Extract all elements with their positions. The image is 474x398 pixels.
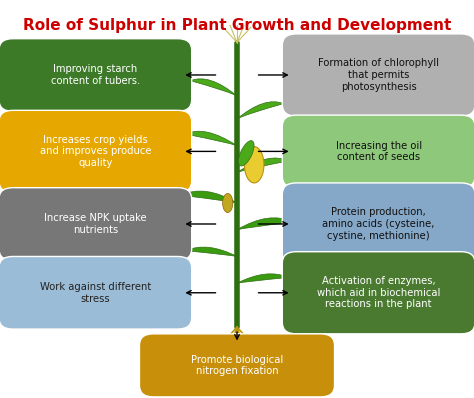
PathPatch shape <box>237 218 293 230</box>
PathPatch shape <box>237 102 283 119</box>
Text: Increases crop yields
and improves produce
quality: Increases crop yields and improves produ… <box>39 135 151 168</box>
Text: Increasing the oil
content of seeds: Increasing the oil content of seeds <box>336 140 422 162</box>
PathPatch shape <box>186 131 237 146</box>
PathPatch shape <box>237 158 288 172</box>
FancyBboxPatch shape <box>0 256 191 329</box>
FancyBboxPatch shape <box>139 334 335 397</box>
FancyBboxPatch shape <box>0 39 191 111</box>
Text: Improving starch
content of tubers.: Improving starch content of tubers. <box>51 64 140 86</box>
FancyBboxPatch shape <box>283 252 474 334</box>
Text: Activation of enzymes,
which aid in biochemical
reactions in the plant: Activation of enzymes, which aid in bioc… <box>317 276 440 309</box>
Text: Work against different
stress: Work against different stress <box>40 282 151 304</box>
Text: Promote biological
nitrogen fixation: Promote biological nitrogen fixation <box>191 355 283 376</box>
Text: Role of Sulphur in Plant Growth and Development: Role of Sulphur in Plant Growth and Deve… <box>23 18 451 33</box>
PathPatch shape <box>191 79 237 96</box>
PathPatch shape <box>237 274 288 283</box>
FancyBboxPatch shape <box>283 115 474 188</box>
PathPatch shape <box>186 247 237 256</box>
FancyBboxPatch shape <box>283 183 474 265</box>
FancyBboxPatch shape <box>0 188 191 260</box>
Text: Formation of chlorophyll
that permits
photosynthesis: Formation of chlorophyll that permits ph… <box>318 59 439 92</box>
Text: Increase NPK uptake
nutrients: Increase NPK uptake nutrients <box>44 213 146 235</box>
FancyBboxPatch shape <box>0 110 191 193</box>
FancyBboxPatch shape <box>283 34 474 116</box>
Ellipse shape <box>245 146 264 183</box>
Text: Protein production,
amino acids (cysteine,
cystine, methionine): Protein production, amino acids (cystein… <box>322 207 435 241</box>
PathPatch shape <box>181 191 237 203</box>
Ellipse shape <box>223 193 233 213</box>
Ellipse shape <box>238 140 254 166</box>
